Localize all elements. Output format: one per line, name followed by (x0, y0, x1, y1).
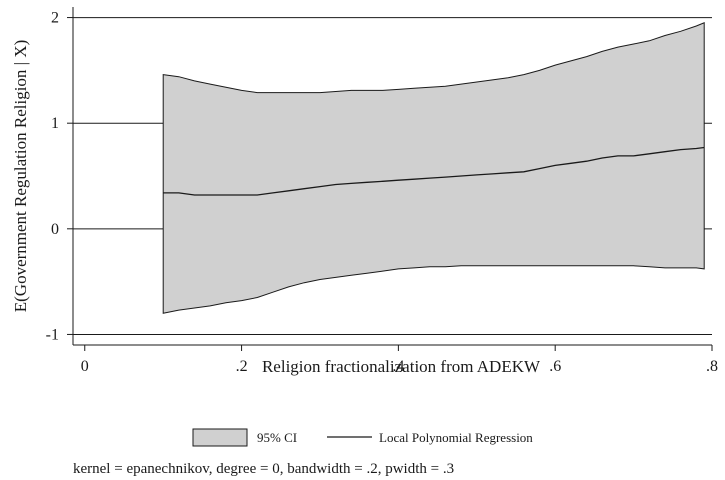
ci-band (162, 22, 705, 314)
regression-line-group (163, 146, 705, 196)
regression-line (163, 146, 705, 196)
y-axis-title: E(Government Regulation Religion | X) (11, 40, 30, 313)
y-tick-label-1: 0 (51, 221, 59, 238)
x-tick-label-1: .2 (236, 358, 248, 375)
x-axis-ticks: 0 .2 .4 .6 .8 (81, 345, 718, 375)
legend-ci-label: 95% CI (257, 430, 297, 445)
x-axis-title: Religion fractionalization from ADEKW (262, 357, 541, 376)
legend-line-label: Local Polynomial Regression (379, 430, 533, 445)
y-tick-label-3: 2 (51, 10, 59, 27)
chart-note: kernel = epanechnikov, degree = 0, bandw… (73, 461, 454, 477)
x-tick-label-0: 0 (81, 358, 89, 375)
axes (72, 7, 712, 346)
ci-band-group (162, 22, 705, 314)
x-tick-label-2: .4 (392, 358, 404, 375)
y-tick-label-2: 1 (51, 115, 59, 132)
y-axis-ticks: -1 0 1 2 (46, 10, 73, 343)
y-tick-label-0: -1 (46, 326, 59, 343)
x-tick-label-3: .6 (549, 358, 561, 375)
legend: 95% CI Local Polynomial Regression (192, 428, 533, 447)
legend-ci-swatch (192, 428, 248, 447)
x-tick-label-4: .8 (706, 358, 718, 375)
